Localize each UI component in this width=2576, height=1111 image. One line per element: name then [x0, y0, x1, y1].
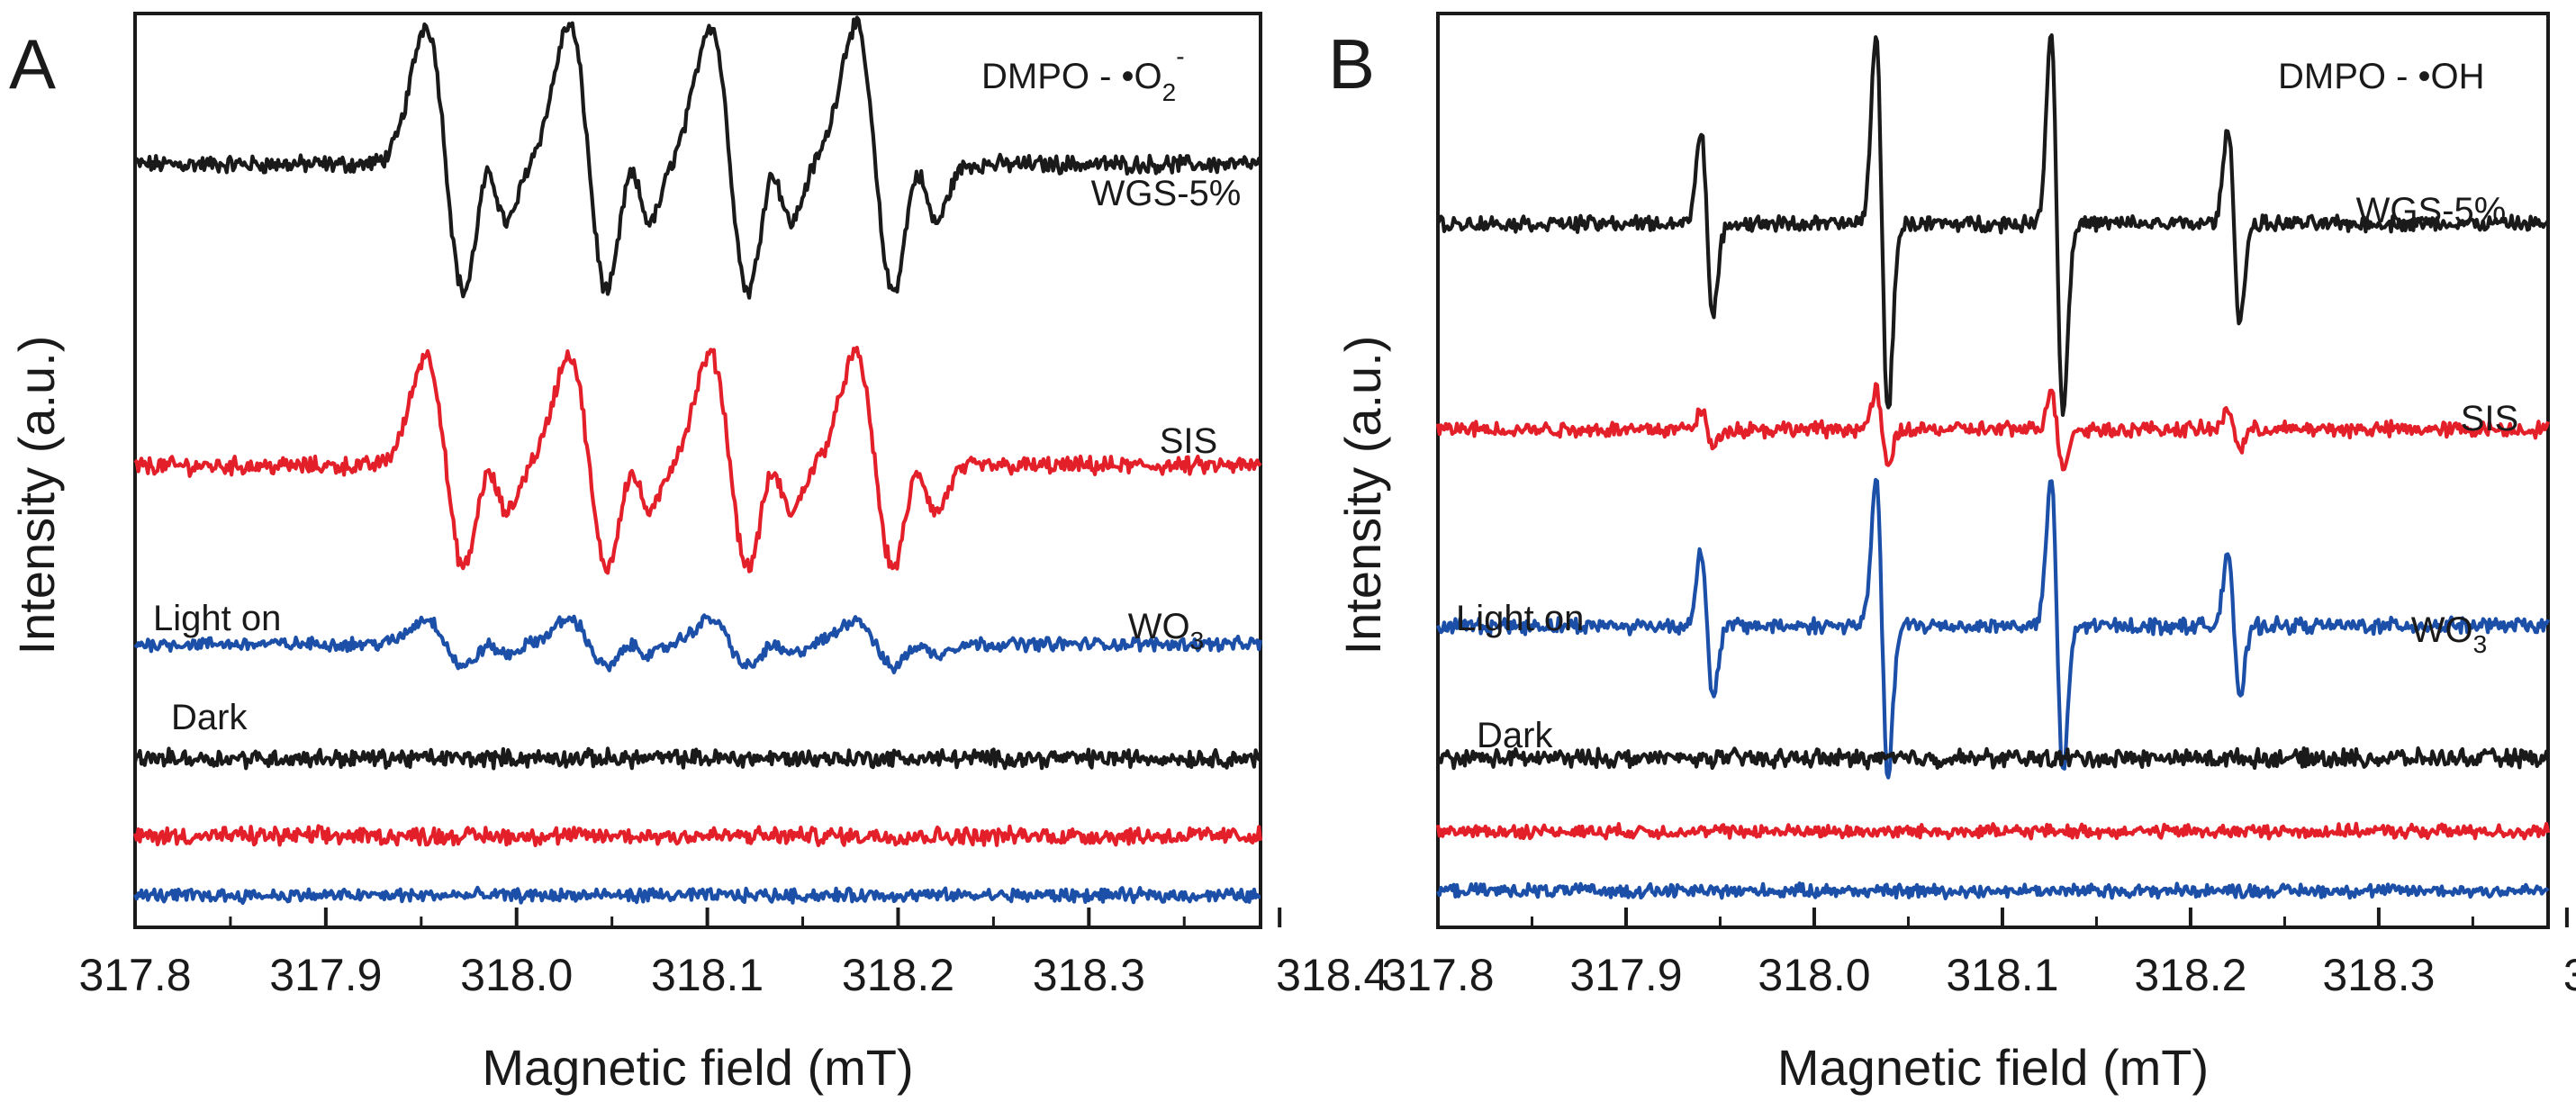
spectrum-dark-3: [132, 746, 1263, 771]
spin-adduct-label: DMPO - •OH: [2278, 57, 2485, 96]
panel-letter: A: [9, 24, 56, 104]
x-tick-label: 318.0: [1758, 950, 1870, 1000]
annotation-superscript: -: [1176, 42, 1184, 70]
series-label: WO3: [1128, 607, 1204, 655]
spectrum-dark-5: [133, 885, 1261, 905]
panel-a: 317.8 317.9 318.0 318.1 318.2 318.3 318.4 Magne…: [8, 12, 1388, 1096]
x-tick-label: 317.9: [1569, 950, 1682, 1000]
spectrum-light-2: [1436, 477, 2550, 780]
series-label-subscript: 3: [1190, 627, 1205, 655]
spectrum-dark-3: [1437, 746, 2551, 771]
x-tick-label: 317.9: [269, 950, 382, 1000]
series-label: WGS-5%: [1091, 174, 1242, 213]
x-tick-label: 318.4: [2563, 950, 2576, 1000]
spin-adduct-label: DMPO - •O2 -: [981, 42, 1185, 106]
series-label: WGS-5%: [2356, 191, 2507, 230]
spectrum-light-1: [1435, 382, 2551, 472]
series-label-text: WO: [1128, 607, 1190, 646]
x-tick-label: 317.8: [1381, 950, 1494, 1000]
series-label: SIS: [1160, 421, 1217, 461]
spectrum-dark-4: [1435, 821, 2551, 841]
dark-label: Dark: [171, 698, 248, 737]
spectrum-light-2: [133, 613, 1263, 674]
spectrum-light-0: [1436, 33, 2550, 417]
series-label-text: WGS-5%: [2356, 191, 2507, 230]
x-tick-label: 318.1: [651, 950, 764, 1000]
plot-frame: [1436, 12, 2550, 929]
series-label-text: SIS: [2461, 399, 2518, 438]
x-tick-label: 318.3: [2322, 950, 2435, 1000]
annotation-subscript: 2: [1162, 78, 1177, 106]
series-label-text: WO: [2411, 610, 2473, 650]
light-on-label: Light on: [1456, 599, 1584, 638]
series-label-text: SIS: [1160, 421, 1217, 461]
x-tick-label: 318.4: [1276, 950, 1388, 1000]
plot-frame: [133, 12, 1262, 929]
x-axis-title: Magnetic field (mT): [1777, 1039, 2209, 1096]
x-tick-label: 318.1: [1946, 950, 2058, 1000]
spectrum-light-1: [133, 346, 1262, 575]
y-axis-title: Intensity (a.u.): [1334, 336, 1391, 655]
series-label-subscript: 3: [2473, 630, 2488, 658]
x-tick-label: 318.2: [842, 950, 954, 1000]
spectrum-dark-5: [1436, 881, 2550, 900]
panel-b: 317.8 317.9 318.0 318.1 318.2 318.3 318.4 Magne…: [1328, 12, 2576, 1096]
x-axis-title: Magnetic field (mT): [482, 1039, 913, 1096]
series-label: SIS: [2461, 399, 2518, 438]
spectrum-dark-4: [132, 824, 1263, 847]
annotation-main: DMPO - •O: [981, 57, 1162, 96]
series-label: WO3: [2411, 610, 2487, 658]
x-tick-label: 318.3: [1033, 950, 1145, 1000]
x-tick-label: 317.8: [78, 950, 191, 1000]
light-on-label: Light on: [153, 599, 281, 638]
x-tick-label: 318.2: [2134, 950, 2246, 1000]
annotation-main: DMPO - •OH: [2278, 57, 2485, 96]
y-axis-title: Intensity (a.u.): [8, 336, 65, 655]
series-label-text: WGS-5%: [1091, 174, 1242, 213]
spectrum-light-0: [133, 15, 1262, 300]
panel-letter: B: [1328, 24, 1375, 104]
dark-label: Dark: [1477, 716, 1553, 755]
x-tick-label: 318.0: [460, 950, 573, 1000]
